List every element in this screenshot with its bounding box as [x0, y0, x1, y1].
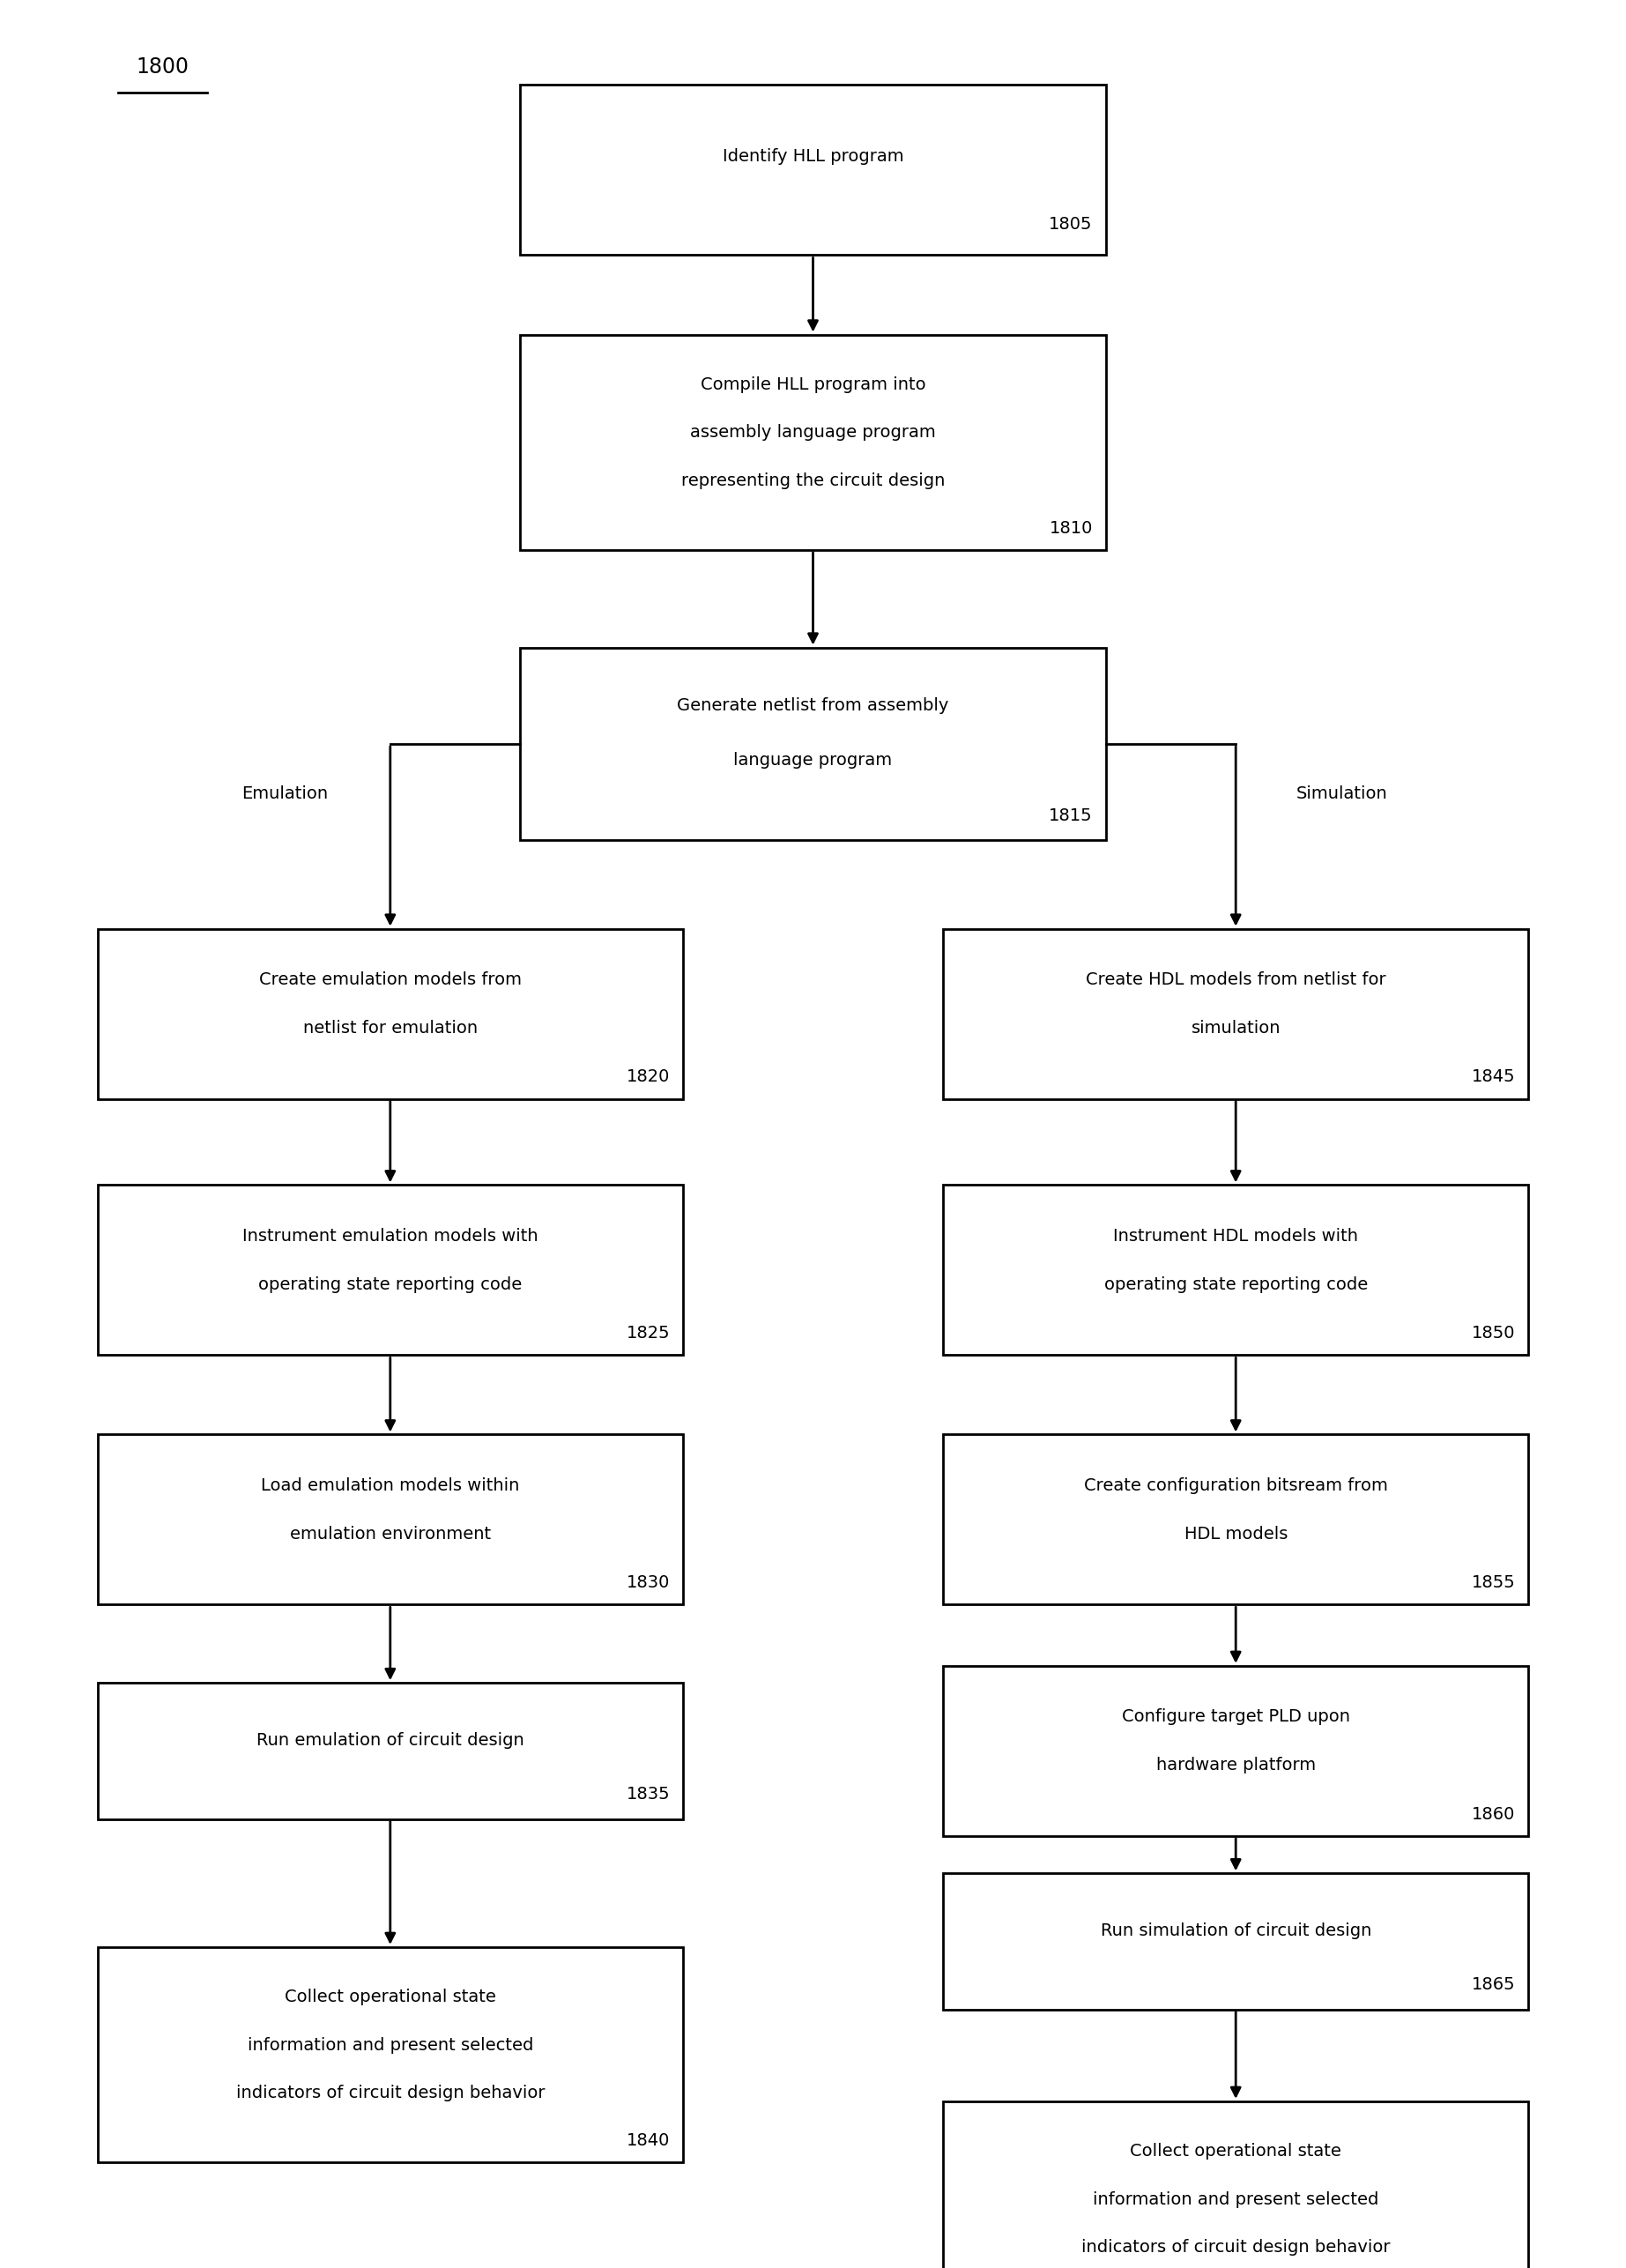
Text: Load emulation models within: Load emulation models within	[260, 1476, 520, 1495]
Text: indicators of circuit design behavior: indicators of circuit design behavior	[236, 2084, 545, 2102]
Text: Instrument emulation models with: Instrument emulation models with	[242, 1227, 538, 1245]
Text: Create emulation models from: Create emulation models from	[259, 971, 522, 989]
Text: indicators of circuit design behavior: indicators of circuit design behavior	[1081, 2239, 1390, 2257]
Text: Collect operational state: Collect operational state	[285, 1989, 496, 2005]
Bar	[98, 1946, 683, 2164]
Text: 1800: 1800	[137, 57, 189, 77]
Bar	[943, 1433, 1528, 1606]
Text: 1845: 1845	[1472, 1068, 1515, 1086]
Bar	[520, 333, 1106, 549]
Text: 1855: 1855	[1472, 1574, 1515, 1592]
Text: Create configuration bitsream from: Create configuration bitsream from	[1085, 1476, 1387, 1495]
Text: Run simulation of circuit design: Run simulation of circuit design	[1101, 1923, 1371, 1939]
Text: HDL models: HDL models	[1184, 1526, 1288, 1542]
Text: 1830: 1830	[626, 1574, 670, 1592]
Text: emulation environment: emulation environment	[289, 1526, 491, 1542]
Bar	[98, 1184, 683, 1354]
Text: Emulation: Emulation	[241, 785, 328, 803]
Text: operating state reporting code: operating state reporting code	[1104, 1277, 1367, 1293]
Text: 1850: 1850	[1472, 1325, 1515, 1343]
Text: operating state reporting code: operating state reporting code	[259, 1277, 522, 1293]
Text: 1810: 1810	[1049, 519, 1093, 538]
Text: assembly language program: assembly language program	[689, 424, 937, 440]
Text: simulation: simulation	[1190, 1021, 1281, 1036]
Text: Instrument HDL models with: Instrument HDL models with	[1114, 1227, 1358, 1245]
Text: representing the circuit design: representing the circuit design	[681, 472, 945, 490]
Text: 1835: 1835	[626, 1787, 670, 1803]
Text: 1805: 1805	[1049, 215, 1093, 234]
Text: Configure target PLD upon: Configure target PLD upon	[1122, 1708, 1350, 1726]
Bar	[98, 930, 683, 1098]
Text: Identify HLL program: Identify HLL program	[722, 147, 904, 166]
Text: Generate netlist from assembly: Generate netlist from assembly	[676, 696, 950, 714]
Bar	[520, 649, 1106, 839]
Bar	[98, 1683, 683, 1819]
Text: 1860: 1860	[1472, 1805, 1515, 1823]
Bar	[98, 1433, 683, 1606]
Text: 1865: 1865	[1472, 1978, 1515, 1994]
Bar	[943, 930, 1528, 1098]
Text: hardware platform: hardware platform	[1156, 1758, 1315, 1774]
Text: Collect operational state: Collect operational state	[1130, 2143, 1341, 2159]
Bar	[520, 84, 1106, 254]
Text: Compile HLL program into: Compile HLL program into	[701, 376, 925, 392]
Text: Create HDL models from netlist for: Create HDL models from netlist for	[1086, 971, 1385, 989]
Text: 1825: 1825	[626, 1325, 670, 1343]
Text: Simulation: Simulation	[1296, 785, 1387, 803]
Bar	[943, 1873, 1528, 2009]
Text: information and present selected: information and present selected	[247, 2037, 533, 2053]
Text: netlist for emulation: netlist for emulation	[302, 1021, 478, 1036]
Text: 1820: 1820	[626, 1068, 670, 1086]
Text: Run emulation of circuit design: Run emulation of circuit design	[257, 1733, 524, 1749]
Text: language program: language program	[733, 753, 893, 769]
Text: 1840: 1840	[626, 2132, 670, 2150]
Bar	[943, 1665, 1528, 1837]
Text: 1815: 1815	[1049, 807, 1093, 823]
Bar	[943, 1184, 1528, 1354]
Bar	[943, 2100, 1528, 2268]
Text: information and present selected: information and present selected	[1093, 2191, 1379, 2207]
